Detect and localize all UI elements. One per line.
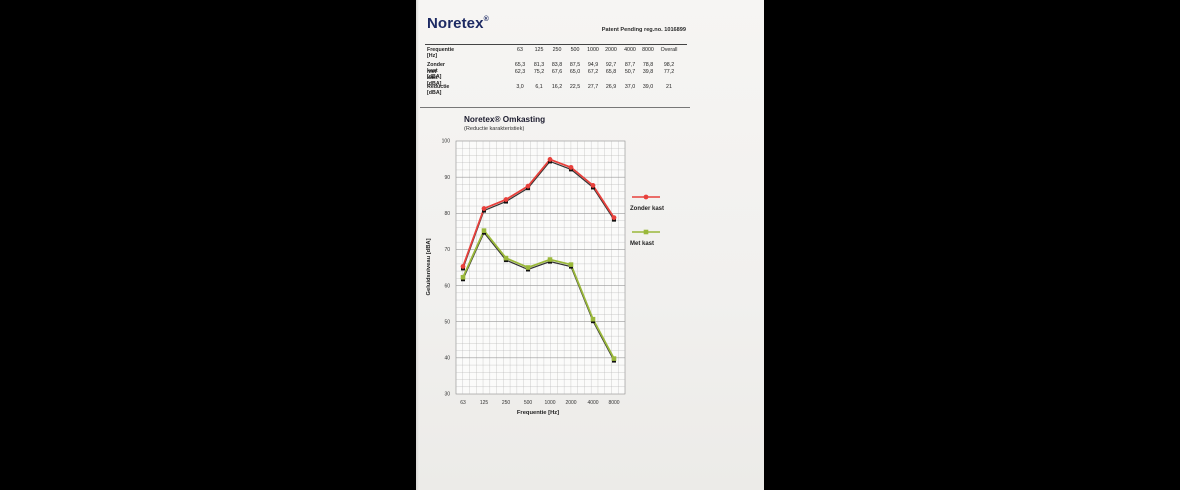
x-tick-label: 250 — [502, 400, 511, 406]
data-point — [503, 255, 509, 261]
table-cell: 250 — [552, 47, 562, 53]
data-point — [590, 316, 596, 322]
x-tick-label: 63 — [460, 400, 466, 406]
table-row-label: met kast [dBA] — [427, 69, 442, 87]
x-axis-label: Frequentie [Hz] — [517, 410, 559, 416]
legend-label: Met kast — [630, 241, 654, 247]
table-cell: 37,0 — [624, 84, 636, 90]
x-tick-label: 1000 — [544, 400, 555, 406]
table-row-label: Reductie [dBA] — [427, 84, 450, 96]
table-cell: 63 — [517, 47, 523, 53]
datasheet-page: Noretex® Patent Pending reg.no. 1016899 … — [416, 0, 764, 490]
table-cell: 62,3 — [514, 69, 526, 75]
data-point — [525, 183, 531, 189]
data-point — [481, 228, 487, 233]
table-cell: 87,7 — [624, 62, 636, 68]
data-point — [590, 183, 596, 188]
y-tick-label: 50 — [444, 319, 450, 325]
x-tick-label: 4000 — [587, 400, 598, 406]
series-line — [462, 228, 615, 360]
table-cell: Overall — [660, 47, 678, 53]
data-point — [547, 157, 553, 162]
series-layer — [460, 157, 617, 363]
data-point — [547, 257, 553, 262]
chart-subtitle: (Reductie karakteristiek) — [464, 126, 524, 132]
table-cell: 87,5 — [569, 62, 581, 68]
table-cell: 65,0 — [569, 69, 581, 75]
data-point — [525, 265, 531, 270]
y-axis-ticks: 30 40 50 60 70 80 90 100 — [442, 139, 451, 398]
x-tick-label: 8000 — [608, 400, 619, 406]
brand-logo: Noretex® — [427, 15, 489, 32]
table-cell: 67,2 — [587, 69, 599, 75]
data-point — [611, 215, 617, 221]
chart-grid — [456, 141, 625, 394]
y-tick-label: 80 — [444, 211, 450, 217]
table-cell: 3,0 — [516, 84, 524, 90]
data-point — [568, 164, 574, 170]
data-point — [481, 206, 487, 211]
data-point — [568, 262, 574, 267]
x-axis-ticks: 63 125 250 500 1000 2000 4000 8000 — [460, 400, 620, 406]
table-cell: 83,8 — [551, 62, 563, 68]
table-cell: 67,6 — [551, 69, 563, 75]
table-cell: 125 — [534, 47, 544, 53]
plot-area — [455, 140, 626, 395]
table-cell: 92,7 — [605, 62, 617, 68]
data-point — [611, 356, 617, 361]
table-cell: 65,8 — [605, 69, 617, 75]
y-tick-label: 40 — [444, 356, 450, 362]
table-cell: 50,7 — [624, 69, 636, 75]
table-cell: 81,3 — [533, 62, 545, 68]
data-point — [460, 274, 466, 280]
legend-swatch-marker — [643, 229, 649, 235]
y-tick-label: 100 — [442, 139, 451, 145]
series-line — [462, 158, 615, 267]
table-cell: 16,2 — [551, 84, 563, 90]
legend-label: Zonder kast — [630, 206, 664, 212]
section-divider — [420, 107, 690, 110]
table-cell: 6,1 — [535, 84, 543, 90]
table-cell: 8000 — [642, 47, 654, 53]
table-cell: 4000 — [624, 47, 636, 53]
table-cell: 98,2 — [663, 62, 675, 68]
series-shadow-line — [462, 160, 615, 269]
table-row-label: Zonder kast [dBA] — [427, 62, 445, 80]
table-cell: 77,2 — [663, 69, 675, 75]
x-tick-label: 125 — [480, 400, 489, 406]
table-cell: 27,7 — [587, 84, 599, 90]
y-axis-label: Geluidsniveau [dBA] — [426, 238, 432, 295]
chart-title: Noretex® Omkasting — [464, 115, 545, 124]
table-row-label: Frequentie [Hz] — [427, 47, 455, 59]
y-tick-label: 30 — [444, 392, 450, 398]
noise-chart: Noretex® Omkasting (Reductie karakterist… — [426, 115, 664, 416]
table-cell: 94,9 — [587, 62, 599, 68]
y-tick-label: 70 — [444, 247, 450, 253]
chart-legend: Zonder kast Met kast — [630, 194, 664, 247]
data-point — [503, 197, 509, 202]
table-cell: 21 — [666, 84, 672, 90]
table-cell: 39,8 — [642, 69, 654, 75]
x-tick-label: 500 — [524, 400, 533, 406]
table-cell: 2000 — [605, 47, 617, 53]
table-cell: 39,0 — [642, 84, 654, 90]
table-cell: 1000 — [587, 47, 599, 53]
y-tick-label: 60 — [444, 283, 450, 289]
y-tick-label: 90 — [444, 175, 450, 181]
table-cell: 26,9 — [605, 84, 617, 90]
data-point — [460, 264, 466, 269]
patent-text: Patent Pending reg.no. 1016899 — [601, 27, 686, 33]
table-cell: 78,8 — [642, 62, 654, 68]
legend-swatch-marker — [643, 194, 649, 200]
x-tick-label: 2000 — [565, 400, 576, 406]
table-cell: 22,5 — [569, 84, 581, 90]
table-cell: 500 — [570, 47, 580, 53]
table-cell: 65,3 — [514, 62, 526, 68]
table-cell: 75,2 — [533, 69, 545, 75]
page-edge-shadow — [416, 0, 419, 490]
table-top-rule — [425, 44, 687, 45]
